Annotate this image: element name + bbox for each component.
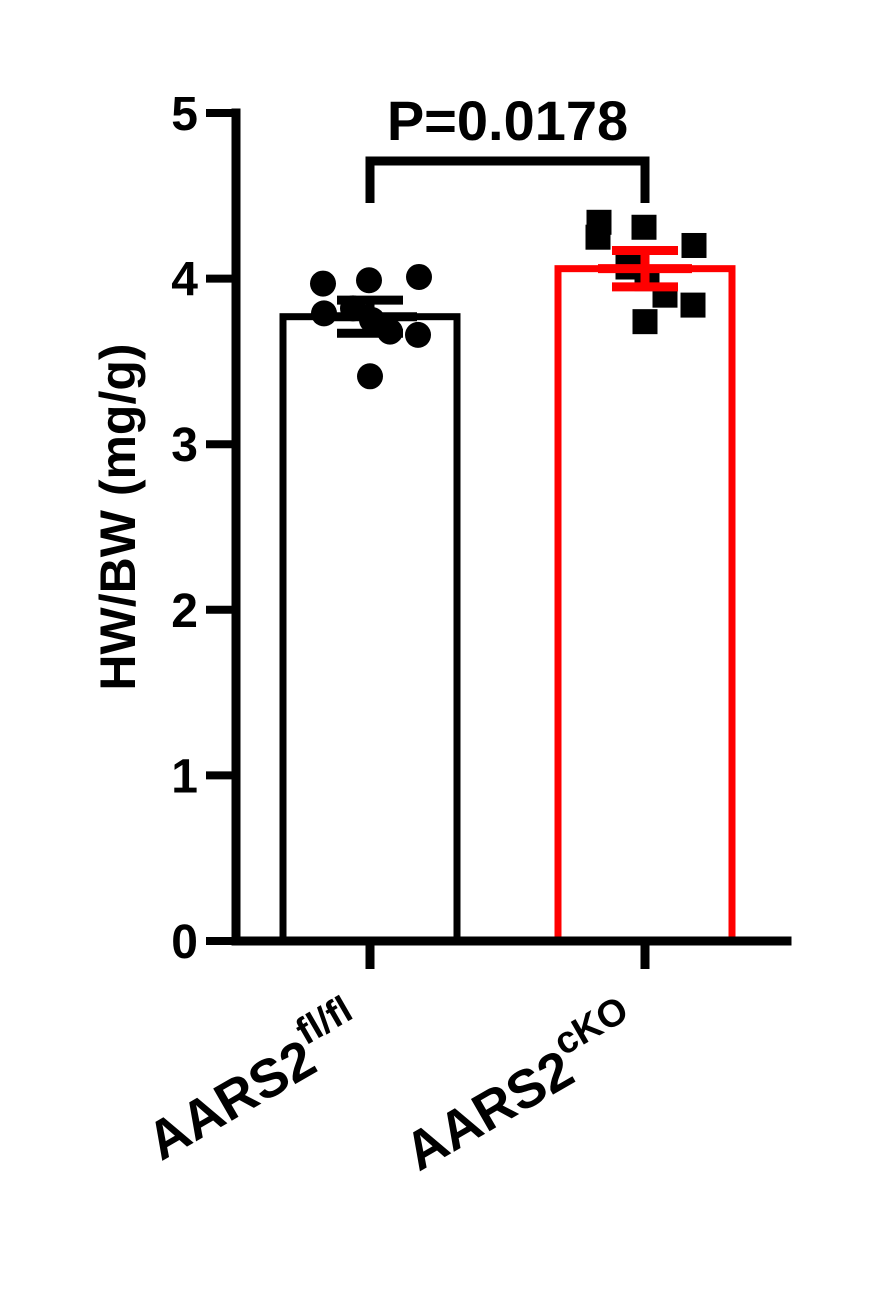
y-tick-label-2: 2 — [171, 585, 198, 638]
bar-0 — [279, 313, 461, 945]
data-point-0-2 — [406, 263, 432, 290]
p-value-label: P=0.0178 — [387, 89, 628, 152]
error-bars-layer — [323, 245, 692, 338]
x-ticks-layer — [365, 941, 650, 969]
category-label-1: AARS2cKO — [388, 989, 651, 1183]
data-point-1-2 — [681, 232, 707, 258]
significance-bracket-line — [365, 156, 650, 203]
data-point-0-8 — [357, 363, 383, 390]
y-tick-label-5: 5 — [171, 88, 198, 141]
y-tick-label-3: 3 — [171, 419, 198, 472]
category-label-0: AARS2fl/fl — [131, 989, 375, 1172]
data-point-0-0 — [310, 270, 336, 297]
category-label-base-0: AARS2 — [137, 1028, 326, 1171]
data-point-1-7 — [680, 292, 706, 318]
y-tick-label-1: 1 — [171, 750, 198, 803]
category-label-base-1: AARS2 — [395, 1039, 584, 1182]
bars-layer — [279, 265, 736, 945]
axes-layer — [231, 108, 792, 946]
data-point-0-1 — [356, 267, 382, 294]
data-point-1-3 — [586, 209, 612, 235]
significance-bracket: P=0.0178 — [365, 89, 650, 203]
data-point-0-7 — [405, 321, 431, 348]
bar-1 — [554, 265, 736, 945]
y-axis-title: HW/BW (mg/g) — [90, 343, 146, 690]
data-point-1-1 — [631, 214, 657, 240]
y-tick-label-0: 0 — [171, 916, 198, 969]
data-point-1-8 — [632, 309, 658, 335]
y-tick-label-4: 4 — [171, 254, 198, 307]
y-ticks-layer: 0 1 2 3 4 5 — [171, 88, 236, 969]
